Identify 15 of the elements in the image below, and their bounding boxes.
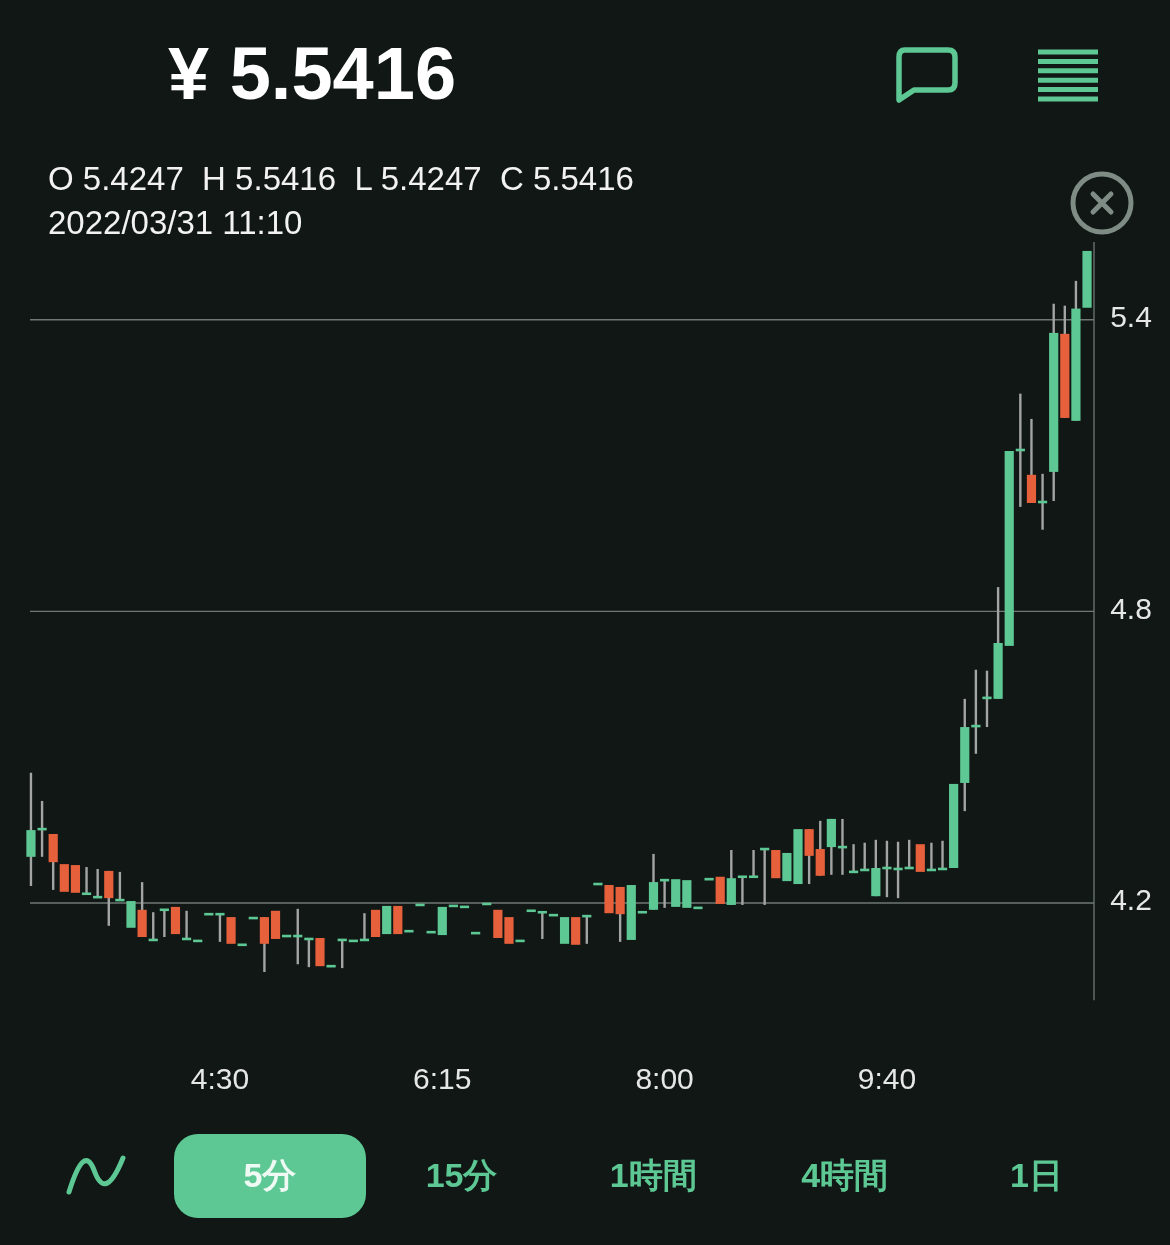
x-tick-label: 4:30 [190, 1061, 250, 1095]
chart-subtitle: O 5.4247 H 5.5416 L 5.4247 C 5.5416 [48, 159, 634, 197]
tab-label: 1時間 [609, 1156, 697, 1194]
tab-label: 15分 [425, 1156, 498, 1194]
x-tick-label: 6:15 [413, 1061, 472, 1095]
x-tick-label: 9:40 [857, 1061, 917, 1095]
text: 2022/03/31 11:10 [48, 203, 303, 241]
y-tick-label: 5.4 [1110, 300, 1152, 334]
tab-label: 5分 [243, 1156, 297, 1194]
tab-label: 1日 [1009, 1156, 1063, 1194]
y-tick-label: 4.2 [1110, 883, 1152, 917]
tab-label: 4時間 [801, 1156, 889, 1194]
chart-title: ¥ 5.5416 [168, 31, 457, 115]
x-tick-label: 8:00 [635, 1061, 694, 1095]
y-tick-label: 4.8 [1110, 591, 1152, 625]
